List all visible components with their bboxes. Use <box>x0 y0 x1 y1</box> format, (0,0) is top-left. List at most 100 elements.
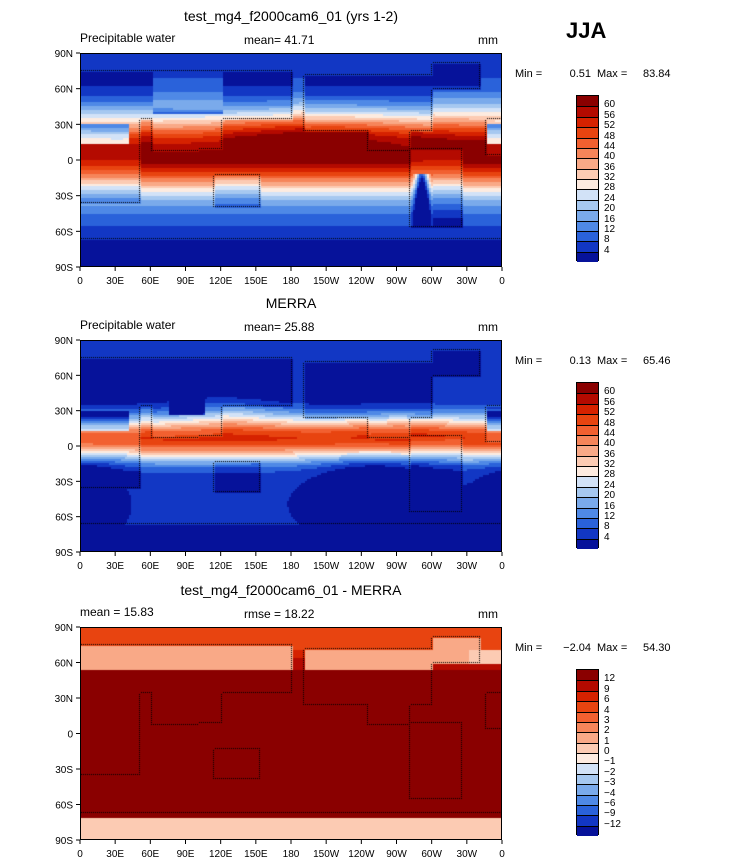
colorbar-level-label: −3 <box>604 777 616 789</box>
colorbar-swatch <box>577 434 598 446</box>
colorbar-swatch <box>577 466 598 477</box>
x-tick-label: 0 <box>77 849 83 860</box>
x-tick-label: 60E <box>141 561 159 572</box>
colorbar-swatch <box>577 753 598 764</box>
panel-left-label: Precipitable water <box>80 31 176 45</box>
colorbar-swatch <box>577 189 598 200</box>
colorbar-swatch <box>577 168 598 179</box>
x-tick-label: 60W <box>421 849 442 860</box>
colorbar-level-label: −6 <box>604 797 616 809</box>
y-tick-label: 0 <box>67 442 73 453</box>
x-tick-label: 0 <box>77 561 83 572</box>
colorbar-level-label: 3 <box>604 714 610 726</box>
colorbar-level-label: 56 <box>604 109 616 121</box>
colorbar-level-label: 40 <box>604 151 616 163</box>
x-tick-label: 150E <box>244 561 268 572</box>
x-tick-label: 90E <box>177 849 195 860</box>
contour-map <box>80 53 502 267</box>
colorbar-level-label: −1 <box>604 756 616 768</box>
panel-left-label: Precipitable water <box>80 318 176 332</box>
colorbar-level-label: 56 <box>604 396 616 408</box>
y-tick-label: 90S <box>55 263 73 274</box>
colorbar-level-label: 36 <box>604 448 616 460</box>
panel-center-label: rmse = 18.22 <box>244 607 315 621</box>
colorbar-level-label: −9 <box>604 808 616 820</box>
x-tick-label: 90W <box>386 849 407 860</box>
colorbar-swatch <box>577 815 598 826</box>
colorbar-level-label: 8 <box>604 521 610 533</box>
colorbar-swatch <box>577 230 598 242</box>
min-value: −2.04 <box>563 642 591 654</box>
colorbar-level-label: 6 <box>604 694 610 706</box>
y-tick-label: 90S <box>55 836 73 847</box>
colorbar-swatch <box>577 742 598 753</box>
y-tick-label: 30S <box>55 477 73 488</box>
x-tick-label: 0 <box>77 276 83 287</box>
x-tick-label: 60E <box>141 276 159 287</box>
colorbar-swatch <box>577 455 598 466</box>
y-tick-label: 90S <box>55 548 73 559</box>
x-tick-label: 120W <box>348 849 375 860</box>
colorbar-swatch <box>577 393 598 404</box>
panel-center-label: mean= 25.88 <box>244 320 315 334</box>
colorbar-swatch <box>577 701 598 712</box>
x-tick-label: 30E <box>106 849 124 860</box>
colorbar-swatch <box>577 199 598 211</box>
y-tick-label: 30S <box>55 765 73 776</box>
x-tick-label: 150W <box>313 276 340 287</box>
colorbar-level-label: 12 <box>604 510 616 522</box>
colorbar-level-label: 60 <box>604 99 616 111</box>
contour-field <box>81 628 501 839</box>
colorbar-swatch <box>577 424 598 435</box>
colorbar-swatch <box>577 383 598 394</box>
colorbar-level-label: 4 <box>604 531 610 543</box>
x-tick-label: 0 <box>499 849 505 860</box>
panel-title: MERRA <box>265 295 317 311</box>
x-tick-label: 120E <box>209 276 233 287</box>
colorbar-level-label: 48 <box>604 417 616 429</box>
x-tick-label: 60E <box>141 849 159 860</box>
colorbar-swatch <box>577 486 598 498</box>
x-tick-label: 60W <box>421 561 442 572</box>
x-tick-label: 60W <box>421 276 442 287</box>
y-tick-label: 60N <box>55 371 73 382</box>
y-tick-label: 0 <box>67 156 73 167</box>
colorbar-level-label: 16 <box>604 213 616 225</box>
y-tick-label: 30N <box>55 120 73 131</box>
colorbar-level-label: 28 <box>604 469 616 481</box>
colorbar-swatch <box>577 127 598 138</box>
contour-map <box>80 627 502 840</box>
colorbar-swatch <box>577 711 598 722</box>
x-tick-label: 120E <box>209 561 233 572</box>
colorbar-level-label: 2 <box>604 725 610 737</box>
x-tick-label: 0 <box>499 561 505 572</box>
x-tick-label: 180 <box>283 276 300 287</box>
colorbar-level-label: 44 <box>604 140 616 152</box>
colorbar-level-label: 16 <box>604 500 616 512</box>
colorbar-swatch <box>577 680 598 691</box>
panel-left-label: mean = 15.83 <box>80 605 154 619</box>
min-label: Min = <box>515 68 543 80</box>
y-tick-label: 60N <box>55 85 73 96</box>
colorbar <box>576 95 599 262</box>
colorbar-swatch <box>577 403 598 415</box>
colorbar-swatch <box>577 804 598 816</box>
colorbar-swatch <box>577 690 598 702</box>
x-tick-label: 30E <box>106 276 124 287</box>
min-label: Min = <box>515 642 543 654</box>
contour-field <box>81 341 501 551</box>
panel-unit-label: mm <box>478 33 498 47</box>
panel-title: test_mg4_f2000cam6_01 - MERRA <box>180 582 402 598</box>
x-tick-label: 150W <box>313 849 340 860</box>
x-tick-label: 90E <box>177 276 195 287</box>
panel-unit-label: mm <box>478 320 498 334</box>
colorbar-swatch <box>577 476 598 487</box>
y-tick-label: 60S <box>55 801 73 812</box>
colorbar-level-label: 60 <box>604 386 616 398</box>
colorbar-level-label: −2 <box>604 766 616 778</box>
colorbar-swatch <box>577 773 598 785</box>
colorbar-swatch <box>577 528 598 539</box>
colorbar-swatch <box>577 137 598 148</box>
colorbar-swatch <box>577 784 598 795</box>
colorbar-level-label: 32 <box>604 172 616 183</box>
